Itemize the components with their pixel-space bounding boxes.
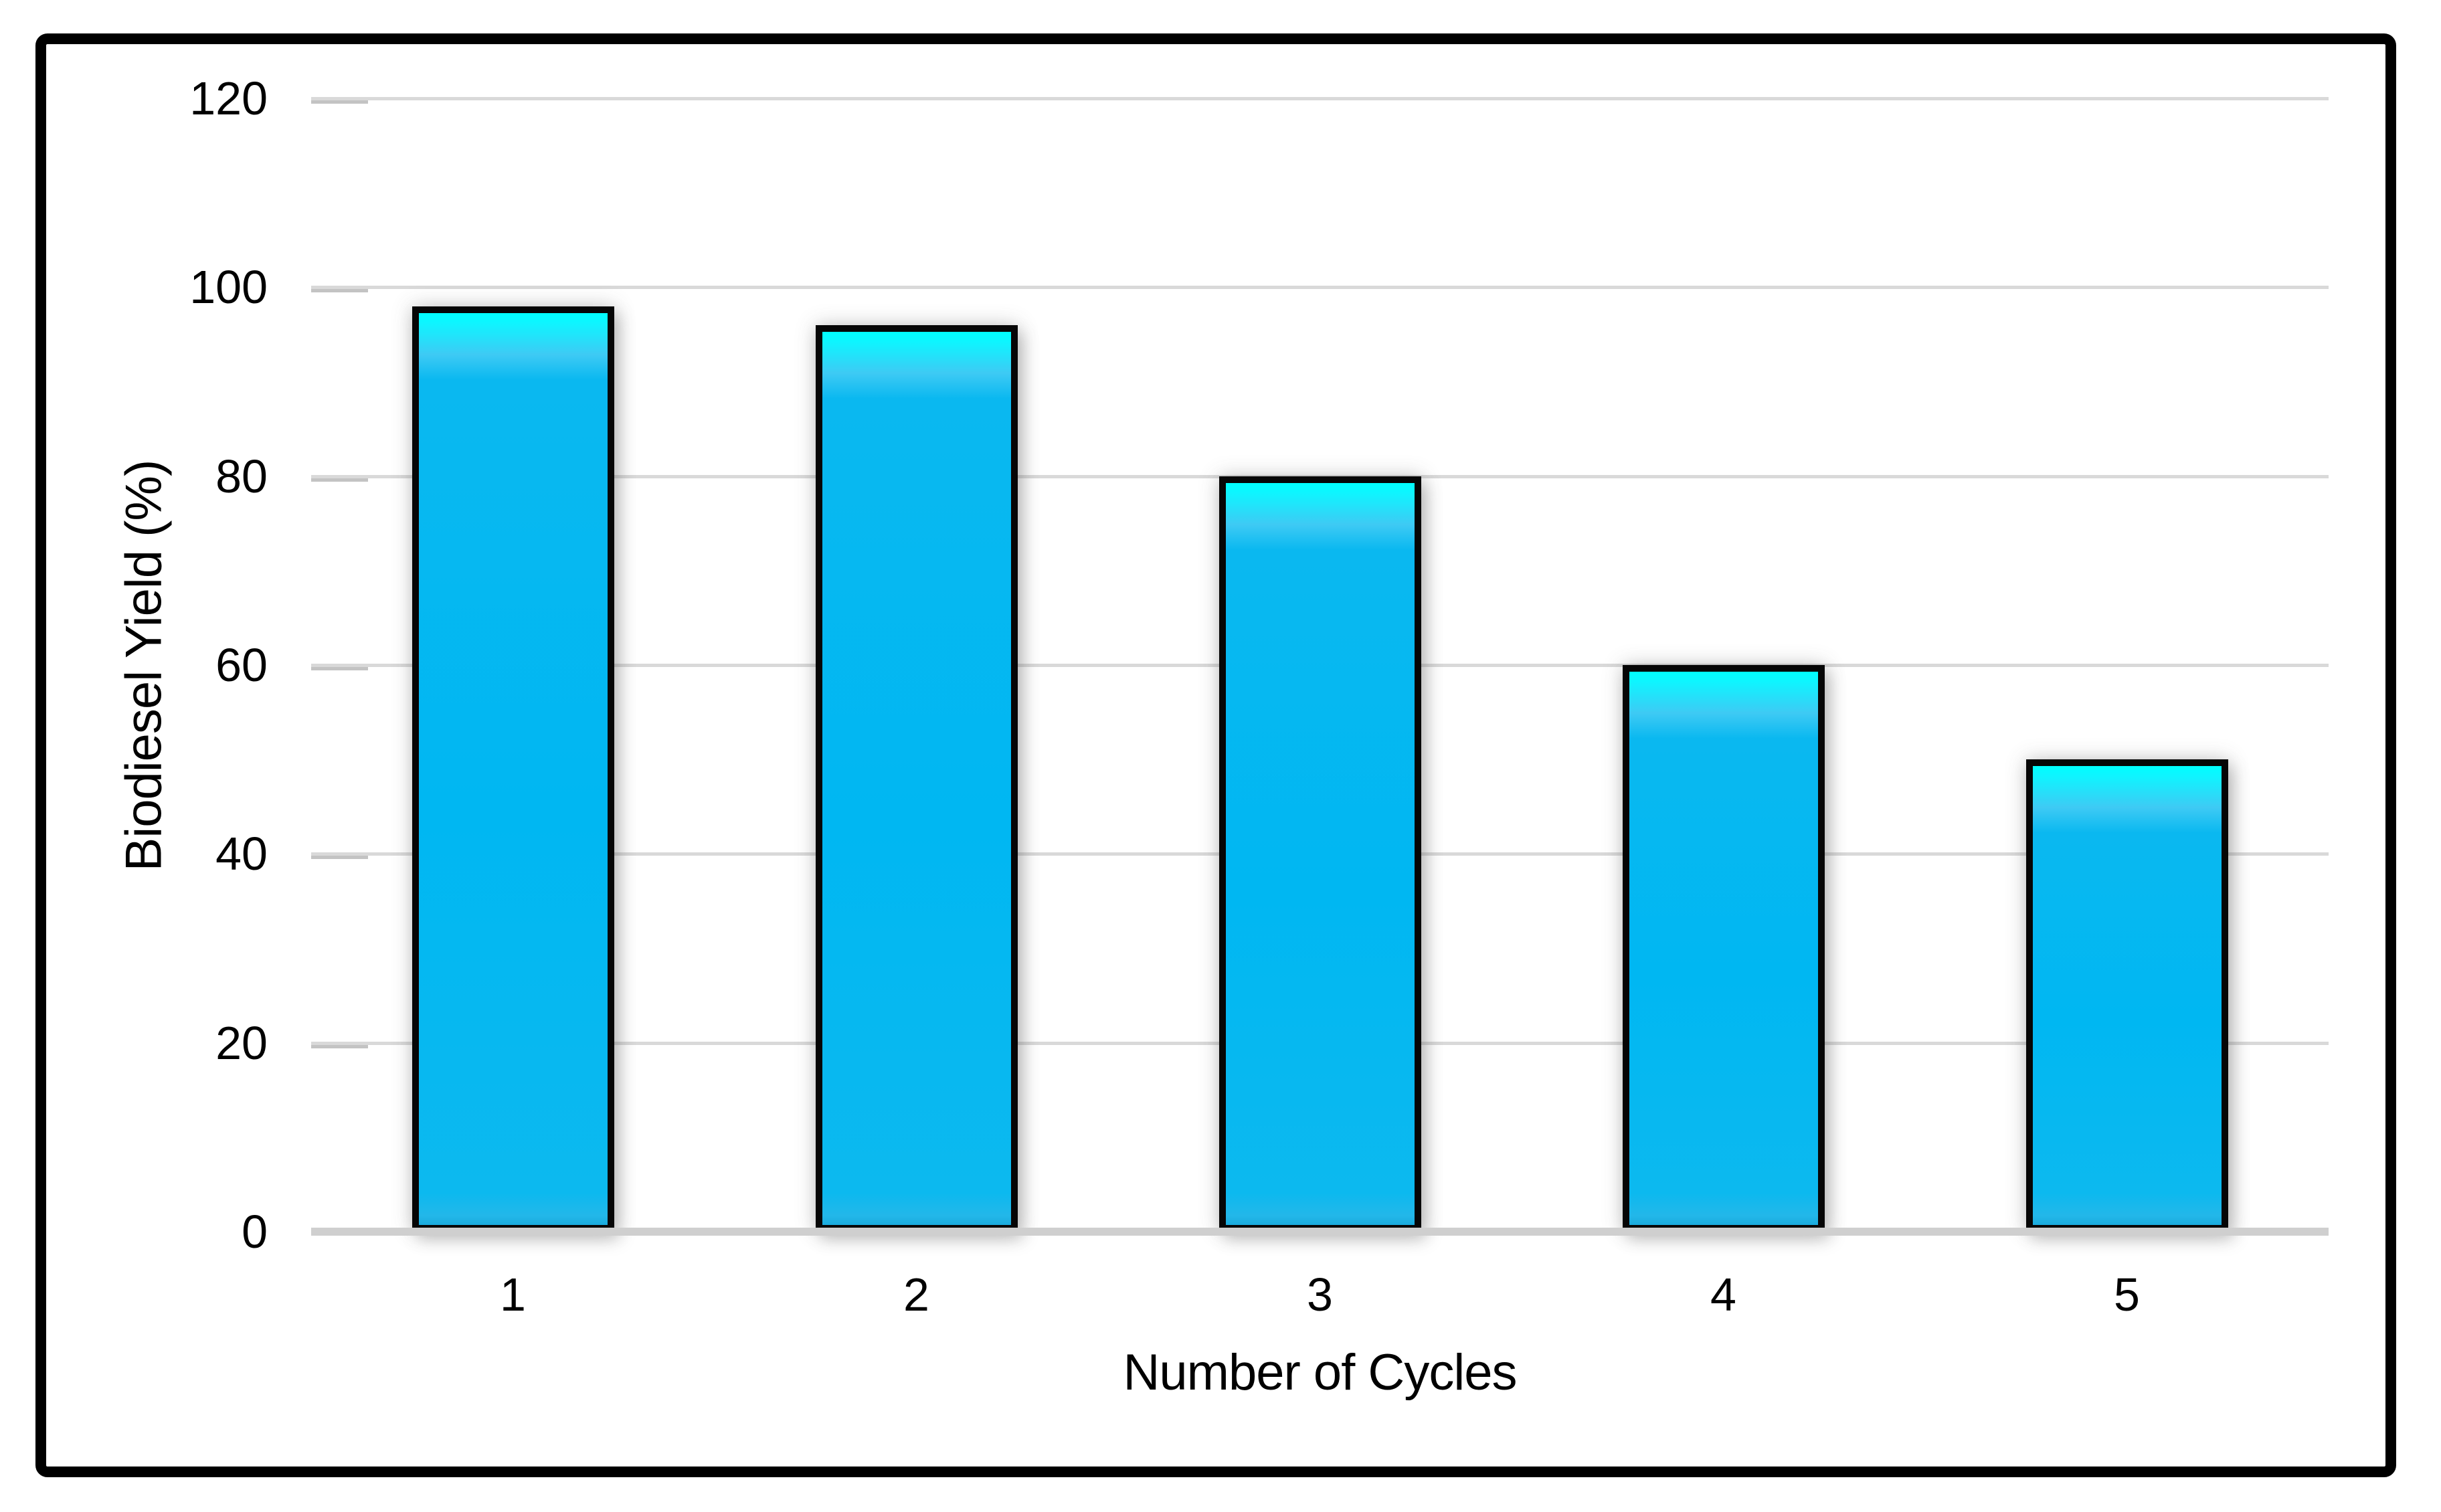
y-tick-label-20: 20 xyxy=(215,1016,268,1069)
x-axis-baseline xyxy=(311,1228,2329,1236)
bar-cycle-5 xyxy=(2025,759,2228,1232)
y-tickmark-60 xyxy=(311,667,368,670)
y-tickmark-120 xyxy=(311,100,368,104)
y-tickmark-20 xyxy=(311,1044,368,1048)
x-tick-label-1: 1 xyxy=(500,1268,526,1321)
y-tick-label-60: 60 xyxy=(215,639,268,691)
y-tick-label-120: 120 xyxy=(189,72,268,124)
y-tickmark-100 xyxy=(311,289,368,293)
gridline-y-100 xyxy=(311,286,2329,290)
x-tick-label-4: 4 xyxy=(1710,1268,1736,1321)
y-tick-label-100: 100 xyxy=(189,261,268,314)
x-tick-label-3: 3 xyxy=(1307,1268,1333,1321)
bar-cycle-4 xyxy=(1622,665,1825,1232)
bar-cycle-1 xyxy=(412,306,614,1232)
plot-area xyxy=(311,97,2329,1236)
bar-cycle-3 xyxy=(1218,476,1421,1232)
gridline-y-120 xyxy=(311,97,2329,100)
chart-border-frame xyxy=(35,33,2396,1477)
y-axis-title: Biodiesel Yield (%) xyxy=(115,460,173,872)
y-tick-label-40: 40 xyxy=(215,828,268,880)
x-tick-label-5: 5 xyxy=(2114,1268,2140,1321)
y-tickmark-80 xyxy=(311,478,368,482)
y-tick-label-0: 0 xyxy=(242,1206,268,1258)
bar-cycle-2 xyxy=(815,324,1018,1232)
x-axis-title: Number of Cycles xyxy=(1123,1344,1518,1401)
y-tickmark-40 xyxy=(311,856,368,860)
x-tick-label-2: 2 xyxy=(903,1268,929,1321)
y-tick-label-80: 80 xyxy=(215,450,268,502)
